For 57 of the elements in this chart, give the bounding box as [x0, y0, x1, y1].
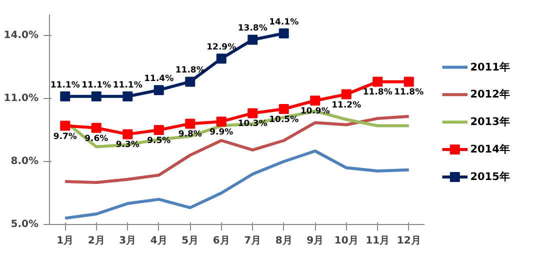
- point: [216, 116, 226, 127]
- point: [248, 34, 258, 45]
- legend-label: 2015年: [470, 170, 510, 183]
- legend-label: 2013年: [470, 115, 510, 128]
- point: [154, 125, 164, 135]
- x-tick-label: 8月: [275, 236, 292, 246]
- data-label: 13.8%: [238, 24, 268, 34]
- point: [372, 76, 383, 87]
- point: [341, 89, 352, 100]
- data-label: 11.8%: [362, 88, 393, 98]
- data-label: 11.1%: [112, 80, 143, 90]
- point: [278, 104, 289, 114]
- line-series: [64, 150, 410, 220]
- data-label: 11.8%: [394, 88, 424, 98]
- point: [278, 28, 289, 38]
- data-label: 10.3%: [238, 119, 268, 130]
- point: [122, 129, 133, 140]
- point: [91, 91, 102, 102]
- x-tick-label: 5月: [182, 236, 199, 246]
- point: [122, 91, 133, 102]
- data-label: 11.4%: [144, 74, 174, 84]
- point: [404, 76, 414, 87]
- point: [91, 122, 102, 133]
- x-tick-label: 6月: [212, 236, 230, 246]
- x-tick-label: 12月: [396, 236, 421, 246]
- data-label: 12.9%: [206, 42, 237, 53]
- point: [185, 76, 196, 87]
- legend-label: 2014年: [470, 142, 510, 156]
- point: [154, 85, 164, 96]
- x-tick-label: 2月: [88, 236, 105, 246]
- point: [248, 108, 258, 118]
- point: [60, 91, 70, 102]
- x-tick-label: 11月: [366, 236, 390, 246]
- data-label: 9.9%: [210, 128, 234, 138]
- data-label: 11.1%: [50, 80, 80, 90]
- x-tick-label: 4月: [150, 236, 168, 246]
- y-tick-label: 8.0%: [10, 156, 38, 167]
- y-tick-label: 11.0%: [4, 93, 39, 104]
- y-tick-label: 14.0%: [4, 30, 39, 41]
- point: [216, 54, 226, 64]
- point: [60, 120, 70, 131]
- x-tick-label: 1月: [56, 236, 74, 246]
- data-label: 10.5%: [269, 115, 300, 125]
- point: [185, 118, 196, 129]
- point: [310, 96, 320, 106]
- x-tick-label: 9月: [306, 236, 324, 246]
- data-label: 11.2%: [332, 100, 362, 110]
- x-tick-label: 7月: [244, 236, 262, 246]
- legend-label: 2012年: [470, 88, 510, 101]
- data-label: 11.1%: [82, 80, 112, 90]
- x-tick-label: 3月: [119, 236, 136, 246]
- y-tick-label: 5.0%: [10, 219, 38, 230]
- legend-label: 2011年: [470, 60, 510, 74]
- x-tick-label: 10月: [334, 236, 358, 246]
- data-label: 9.8%: [178, 130, 202, 140]
- data-label: 9.7%: [53, 132, 78, 142]
- data-label: 14.1%: [269, 17, 300, 28]
